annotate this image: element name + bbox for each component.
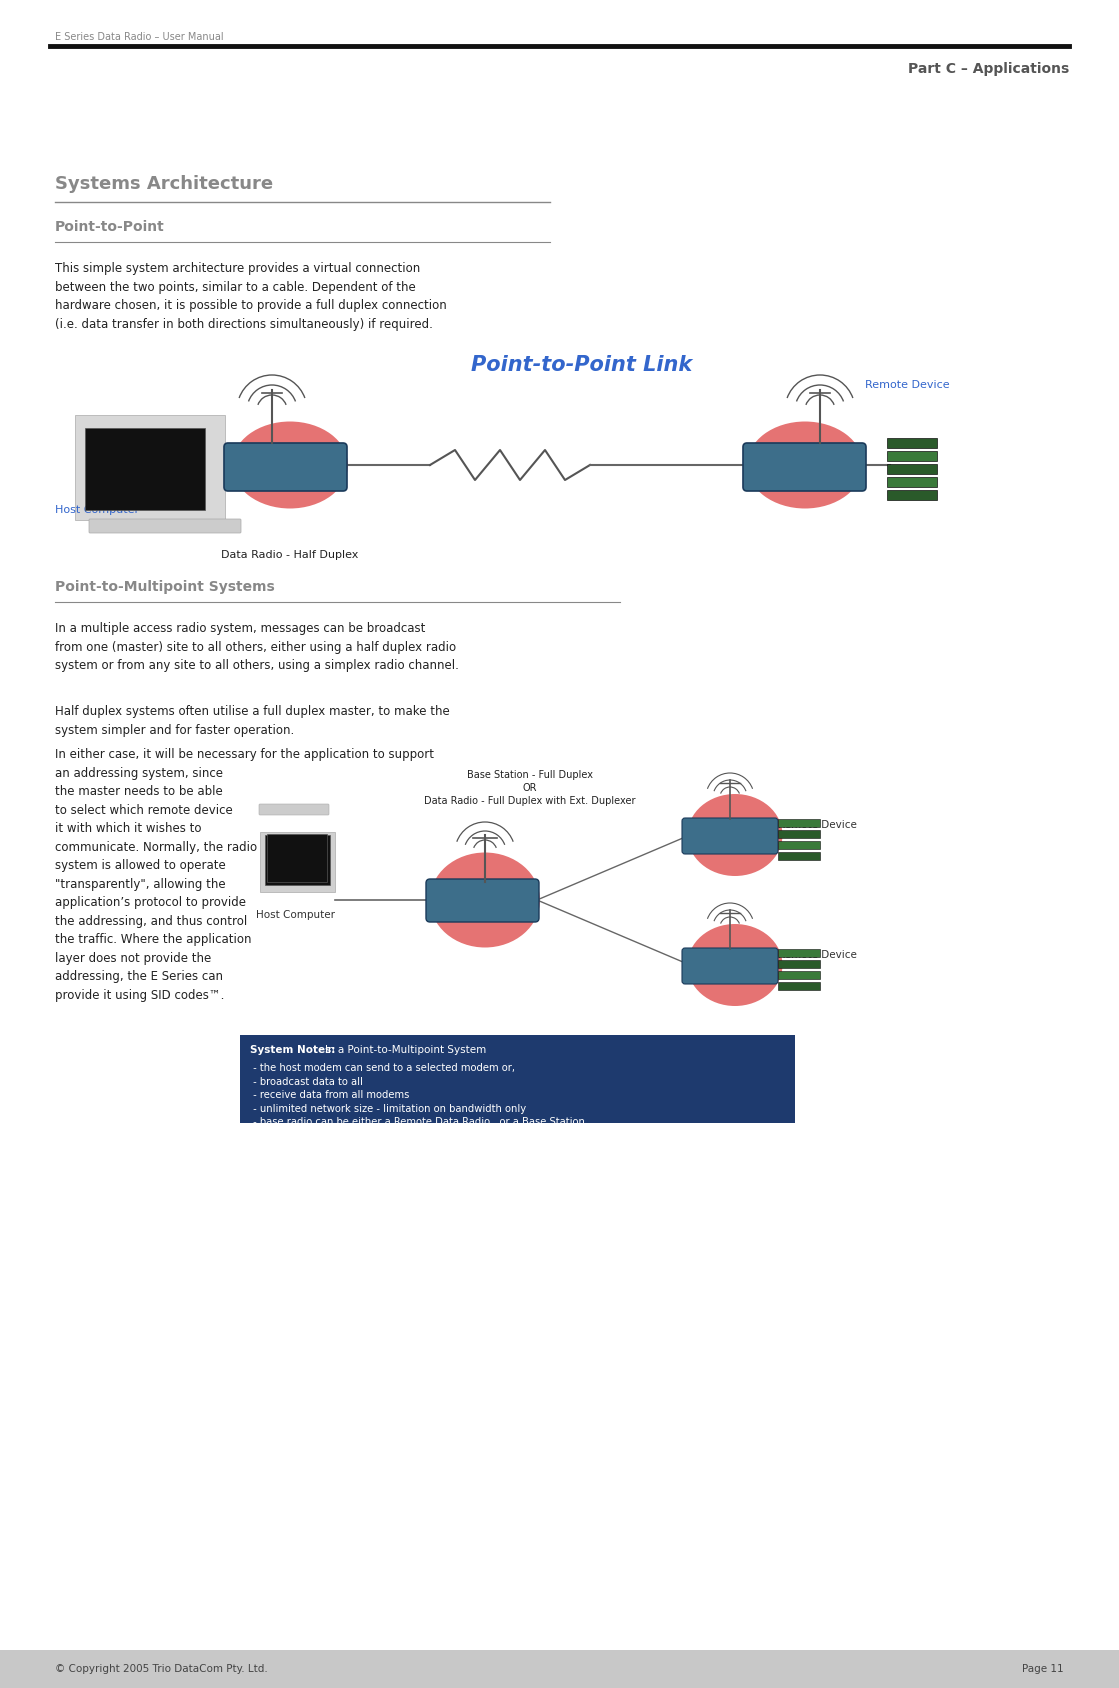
Bar xyxy=(887,490,937,500)
Text: Point-to-Point: Point-to-Point xyxy=(55,219,164,235)
Text: Host Computer: Host Computer xyxy=(255,910,335,920)
Text: In a Point-to-Multipoint System: In a Point-to-Multipoint System xyxy=(325,1045,487,1055)
Text: System Notes:: System Notes: xyxy=(250,1045,336,1055)
Bar xyxy=(778,852,820,859)
Text: Half duplex systems often utilise a full duplex master, to make the
system simpl: Half duplex systems often utilise a full… xyxy=(55,706,450,736)
FancyBboxPatch shape xyxy=(426,879,539,922)
Bar xyxy=(778,819,820,827)
Text: Systems Architecture: Systems Architecture xyxy=(55,176,273,192)
Bar xyxy=(778,982,820,989)
Bar xyxy=(778,960,820,967)
FancyBboxPatch shape xyxy=(90,518,241,533)
Bar xyxy=(778,830,820,837)
FancyBboxPatch shape xyxy=(743,442,866,491)
Ellipse shape xyxy=(430,852,540,947)
FancyBboxPatch shape xyxy=(681,819,778,854)
Text: E Series Data Radio – User Manual: E Series Data Radio – User Manual xyxy=(55,32,224,42)
Text: Point-to-Multipoint Systems: Point-to-Multipoint Systems xyxy=(55,581,275,594)
Bar xyxy=(267,834,327,883)
Bar xyxy=(887,437,937,447)
Ellipse shape xyxy=(747,422,863,508)
Text: In a multiple access radio system, messages can be broadcast
from one (master) s: In a multiple access radio system, messa… xyxy=(55,621,459,672)
Text: © Copyright 2005 Trio DataCom Pty. Ltd.: © Copyright 2005 Trio DataCom Pty. Ltd. xyxy=(55,1664,267,1674)
Bar xyxy=(265,836,330,885)
Ellipse shape xyxy=(687,793,782,876)
FancyBboxPatch shape xyxy=(224,442,347,491)
Bar xyxy=(90,420,210,505)
Text: Remote Device: Remote Device xyxy=(865,380,950,390)
Ellipse shape xyxy=(687,923,782,1006)
Bar xyxy=(887,464,937,474)
Text: Base Station - Full Duplex
OR
Data Radio - Full Duplex with Ext. Duplexer: Base Station - Full Duplex OR Data Radio… xyxy=(424,770,636,807)
Bar xyxy=(260,832,335,891)
Text: Host Computer: Host Computer xyxy=(55,505,139,515)
Bar xyxy=(239,1035,794,1123)
Text: Remote Device: Remote Device xyxy=(778,950,857,960)
Text: Remote Device: Remote Device xyxy=(778,820,857,830)
Bar xyxy=(778,949,820,957)
Bar xyxy=(887,478,937,488)
FancyBboxPatch shape xyxy=(681,949,778,984)
Text: Page 11: Page 11 xyxy=(1023,1664,1064,1674)
Text: Point-to-Point Link: Point-to-Point Link xyxy=(471,354,693,375)
Text: In either case, it will be necessary for the application to support
an addressin: In either case, it will be necessary for… xyxy=(55,748,434,1001)
Bar xyxy=(75,415,225,520)
Bar xyxy=(778,971,820,979)
Text: Data Radio - Half Duplex: Data Radio - Half Duplex xyxy=(222,550,359,560)
FancyBboxPatch shape xyxy=(258,803,329,815)
Text: This simple system architecture provides a virtual connection
between the two po: This simple system architecture provides… xyxy=(55,262,446,331)
Ellipse shape xyxy=(232,422,348,508)
Bar xyxy=(85,429,205,510)
Bar xyxy=(0,1649,1119,1688)
Bar xyxy=(887,451,937,461)
Bar xyxy=(778,841,820,849)
Text: - the host modem can send to a selected modem or,
 - broadcast data to all
 - re: - the host modem can send to a selected … xyxy=(250,1063,585,1128)
Text: Part C – Applications: Part C – Applications xyxy=(908,62,1069,76)
